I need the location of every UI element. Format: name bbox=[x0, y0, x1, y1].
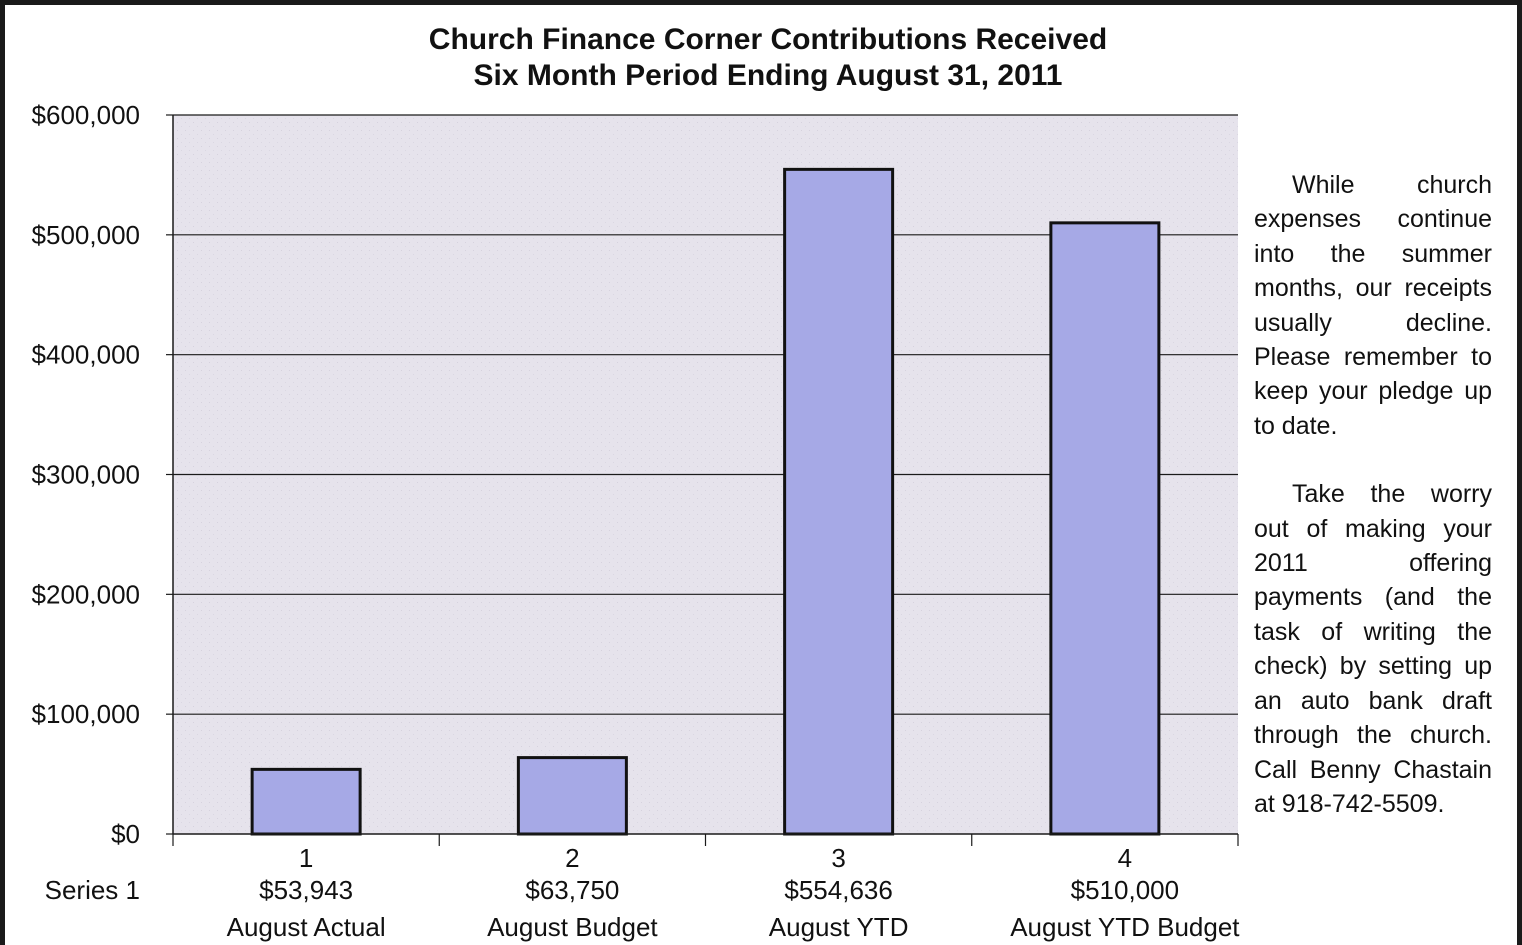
category-name-label: August YTD Budget bbox=[1010, 912, 1240, 942]
y-tick-label: $600,000 bbox=[32, 100, 140, 130]
y-tick-label: $400,000 bbox=[32, 340, 140, 370]
category-label: 3 bbox=[831, 843, 845, 873]
y-tick-label: $0 bbox=[111, 819, 140, 849]
y-tick-label: $100,000 bbox=[32, 699, 140, 729]
chart-title: Church Finance Corner Contributions Rece… bbox=[173, 22, 1363, 94]
y-tick-label: $300,000 bbox=[32, 460, 140, 490]
sidebar-paragraph-auto-draft: Take the worry out of making your 2011 o… bbox=[1254, 480, 1492, 818]
bar bbox=[783, 167, 895, 836]
value-label: $53,943 bbox=[259, 875, 353, 905]
sidebar-text: While church expenses continue into the … bbox=[1254, 168, 1492, 855]
bar bbox=[516, 756, 628, 836]
category-label: 2 bbox=[565, 843, 579, 873]
category-name-label: August YTD bbox=[769, 912, 909, 942]
series-label: Series 1 bbox=[45, 875, 140, 905]
bar bbox=[250, 767, 362, 836]
value-label: $554,636 bbox=[784, 875, 892, 905]
sidebar-paragraph-expenses: While church expenses continue into the … bbox=[1254, 171, 1492, 440]
category-label: 4 bbox=[1118, 843, 1132, 873]
value-label: $510,000 bbox=[1071, 875, 1179, 905]
y-tick-label: $200,000 bbox=[32, 579, 140, 609]
category-name-label: August Budget bbox=[487, 912, 658, 942]
bar bbox=[1049, 221, 1161, 836]
chart-title-line-2: Six Month Period Ending August 31, 2011 bbox=[473, 59, 1063, 92]
chart-title-line-1: Church Finance Corner Contributions Rece… bbox=[428, 23, 1108, 56]
category-name-label: August Actual bbox=[227, 912, 386, 942]
y-tick-label: $500,000 bbox=[32, 220, 140, 250]
category-label: 1 bbox=[299, 843, 313, 873]
value-label: $63,750 bbox=[525, 875, 619, 905]
